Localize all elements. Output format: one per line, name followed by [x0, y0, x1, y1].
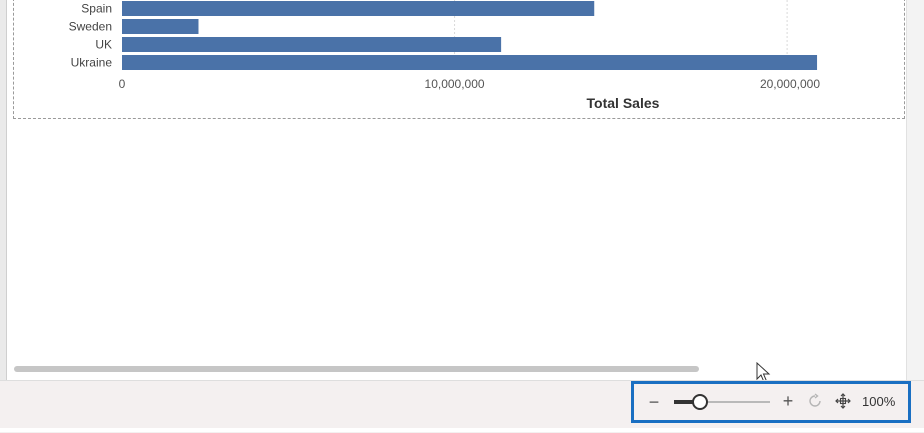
right-pane-edge [906, 0, 924, 380]
bar-chart-visual[interactable] [13, 0, 905, 119]
bar-spain[interactable] [122, 1, 595, 16]
horizontal-scrollbar-thumb[interactable] [14, 366, 699, 372]
zoom-slider-fill [674, 400, 700, 404]
zoom-slider-track [674, 401, 770, 403]
reset-zoom-icon[interactable] [807, 393, 823, 409]
zoom-out-button[interactable]: − [648, 392, 660, 412]
left-pane-edge [0, 0, 7, 380]
zoom-controls-highlight: − + 100% [631, 381, 911, 423]
category-label: Ukraine [71, 56, 113, 70]
x-axis-title: Total Sales [587, 95, 660, 111]
bottom-strip [0, 428, 924, 432]
x-tick-label: 0 [119, 77, 126, 91]
x-tick-label: 10,000,000 [425, 77, 485, 91]
bar-sweden[interactable] [122, 19, 199, 34]
chart-svg: Spain Sweden UK Ukraine 0 10,000,000 20,000,00… [69, 0, 820, 111]
horizontal-scrollbar[interactable] [14, 366, 904, 372]
category-label: Sweden [69, 20, 112, 34]
x-tick-label: 20,000,000 [760, 77, 820, 91]
zoom-in-button[interactable]: + [782, 391, 794, 411]
fit-to-page-icon[interactable] [835, 393, 851, 409]
category-label: UK [95, 38, 112, 52]
zoom-slider-thumb[interactable] [692, 394, 708, 410]
category-label: Spain [81, 2, 112, 16]
zoom-slider[interactable] [674, 394, 770, 410]
bar-ukraine[interactable] [122, 55, 818, 70]
report-canvas: Spain Sweden UK Ukraine 0 10,000,000 20,000,00… [0, 0, 924, 383]
bar-uk[interactable] [122, 37, 502, 52]
zoom-level-label[interactable]: 100% [862, 394, 896, 409]
